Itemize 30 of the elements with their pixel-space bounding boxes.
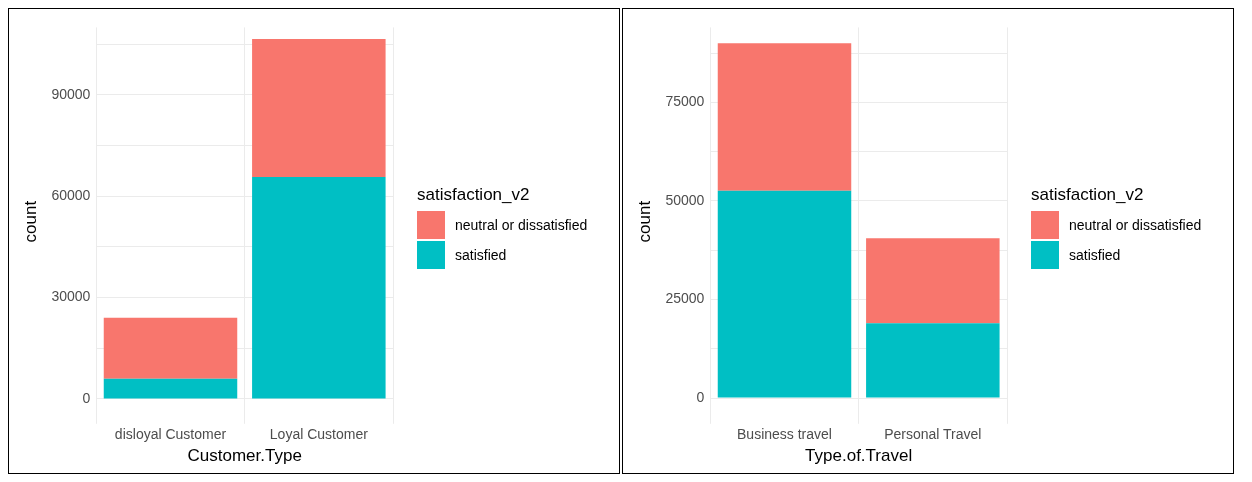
- y-tick-label: 50000: [665, 191, 705, 208]
- y-tick-label: 90000: [51, 85, 91, 102]
- x-axis-title: Customer.Type: [187, 446, 302, 466]
- y-tick-label: 0: [696, 388, 705, 405]
- y-tick-label: 30000: [51, 288, 91, 305]
- legend-label: satisfied: [455, 247, 507, 263]
- y-axis-title: count: [634, 200, 654, 243]
- bar: [252, 177, 386, 399]
- y-axis-title: count: [20, 200, 40, 243]
- legend-label: satisfied: [1069, 247, 1121, 263]
- legend-title: satisfaction_v2: [417, 185, 531, 205]
- legend-label: neutral or dissatisfied: [1069, 217, 1202, 233]
- bar: [252, 38, 386, 178]
- x-tick-label: disloyal Customer: [114, 426, 227, 443]
- bar: [103, 317, 238, 379]
- y-tick-label: 0: [82, 389, 91, 406]
- bar: [866, 238, 1000, 324]
- legend-label: neutral or dissatisfied: [455, 217, 588, 233]
- x-axis-title: Type.of.Travel: [805, 446, 913, 466]
- y-tick-label: 75000: [665, 93, 705, 110]
- legend-title: satisfaction_v2: [1031, 185, 1145, 205]
- y-tick-label: 60000: [51, 187, 91, 204]
- x-tick-label: Loyal Customer: [269, 426, 369, 443]
- bar: [103, 378, 238, 399]
- bar: [717, 190, 852, 398]
- x-tick-label: Business travel: [737, 426, 832, 443]
- x-tick-label: Personal Travel: [884, 426, 982, 443]
- y-tick-label: 25000: [665, 290, 705, 307]
- bar: [866, 323, 1000, 398]
- bar: [717, 43, 852, 191]
